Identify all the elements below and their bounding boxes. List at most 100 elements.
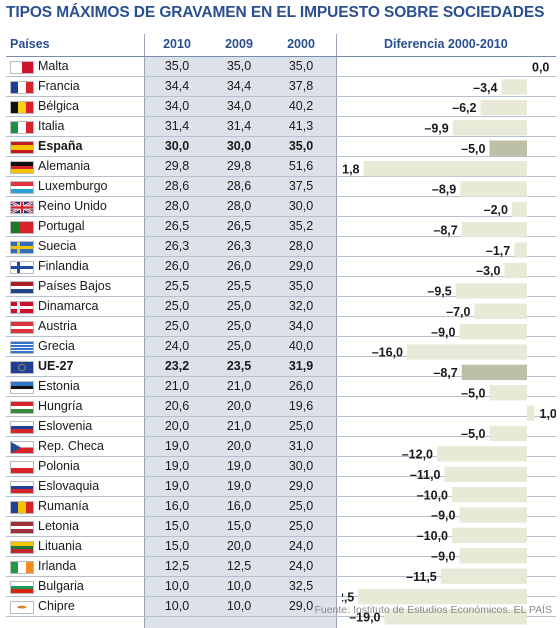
value-2009: 29,8: [226, 159, 252, 173]
table-row: UE-27 23,2 23,5 31,9: [6, 357, 556, 377]
belgium-flag: [10, 101, 34, 114]
italy-flag: [10, 121, 34, 134]
lithuania-flag: [10, 541, 34, 554]
difference-label: –11,0: [410, 468, 441, 482]
difference-label: –7,0: [446, 305, 470, 319]
difference-label: –6,2: [452, 101, 476, 115]
estonia-flag: [10, 381, 34, 394]
eu-flag: [10, 361, 34, 374]
country-name: Bulgaria: [38, 579, 84, 593]
value-2000: 25,0: [288, 519, 314, 533]
country-name: Malta: [38, 59, 69, 73]
value-2009: 10,0: [226, 579, 252, 593]
value-2000: 40,2: [288, 99, 314, 113]
value-2000: 30,0: [288, 459, 314, 473]
difference-label: 1,0: [540, 407, 557, 421]
header-2009: 2009: [225, 37, 253, 51]
value-2010: 25,0: [164, 319, 190, 333]
difference-bar: [489, 140, 527, 156]
country-name: Eslovenia: [38, 419, 93, 433]
value-2000: 25,0: [288, 419, 314, 433]
difference-bar: [459, 323, 527, 340]
austria-flag: [10, 321, 34, 334]
value-2009: 16,0: [226, 499, 252, 513]
value-2010: 28,6: [164, 179, 190, 193]
value-2010: 31,4: [164, 119, 190, 133]
value-2010: 21,0: [164, 379, 190, 393]
value-2009: 35,0: [226, 59, 252, 73]
value-2000: 19,6: [288, 399, 314, 413]
difference-bar: [501, 79, 527, 95]
germany-flag: [10, 161, 34, 174]
country-name: Letonia: [38, 519, 80, 533]
slovenia-flag: [10, 421, 34, 434]
table-row: Eslovenia 20,0 21,0 25,0: [6, 417, 556, 437]
value-2000: 35,2: [288, 219, 314, 233]
france-flag: [10, 81, 34, 94]
country-name: Chipre: [38, 599, 75, 613]
values-column-background: [144, 56, 336, 628]
uk-flag: [10, 201, 34, 214]
country-name: Bélgica: [38, 99, 79, 113]
difference-label: –9,0: [431, 325, 455, 339]
table-row: Lituania 15,0 20,0 24,0: [6, 537, 556, 557]
difference-bar: [452, 486, 527, 503]
value-2009: 12,5: [226, 559, 252, 573]
difference-bar: [384, 609, 527, 625]
table-row: España 30,0 30,0 35,0: [6, 137, 556, 157]
country-name: Eslovaquia: [38, 479, 100, 493]
table-row: Bulgaria 10,0 10,0 32,5: [6, 577, 556, 597]
difference-bar: [363, 160, 527, 177]
value-2000: 30,0: [288, 199, 314, 213]
header-2000: 2000: [287, 37, 315, 51]
value-2009: 20,0: [226, 539, 252, 553]
value-2009: 28,0: [226, 199, 252, 213]
difference-bar: [407, 344, 527, 360]
value-2010: 16,0: [164, 499, 190, 513]
difference-label: –21,8: [342, 162, 360, 176]
difference-label: –5,0: [461, 427, 485, 441]
table-row: Italia 31,4 31,4 41,3: [6, 117, 556, 137]
column-separator: [144, 34, 145, 628]
chart-title: TIPOS MÁXIMOS DE GRAVAMEN EN EL IMPUESTO…: [6, 4, 545, 21]
country-name: España: [38, 139, 83, 153]
difference-bar: [527, 405, 535, 421]
difference-label: –9,0: [431, 550, 455, 564]
table-row: Países Bajos 25,5 25,5 35,0: [6, 277, 556, 297]
value-2000: 29,0: [288, 599, 314, 613]
value-2010: 25,0: [164, 299, 190, 313]
value-2000: 25,0: [288, 499, 314, 513]
difference-label: –10,0: [417, 529, 448, 543]
value-2009: 23,5: [226, 359, 252, 373]
greece-flag: [10, 341, 34, 354]
value-2000: 24,0: [288, 539, 314, 553]
value-2009: 34,4: [226, 79, 252, 93]
difference-label: –3,0: [476, 264, 500, 278]
value-2010: 24,0: [164, 339, 190, 353]
table-header: Países 2010 2009 2000 Diferencia 2000-20…: [6, 34, 556, 57]
value-2000: 41,3: [288, 119, 314, 133]
table-row: Rumanía 16,0 16,0 25,0: [6, 497, 556, 517]
tax-table: Países 2010 2009 2000 Diferencia 2000-20…: [6, 34, 556, 628]
difference-bar: [358, 588, 527, 605]
value-2009: 25,0: [226, 339, 252, 353]
value-2009: 30,0: [226, 139, 252, 153]
difference-bar: [455, 283, 527, 299]
value-2000: 37,5: [288, 179, 314, 193]
value-2010: 10,0: [164, 599, 190, 613]
value-2009: 21,0: [226, 379, 252, 393]
difference-label: –8,9: [432, 183, 456, 197]
value-2010: 34,0: [164, 99, 190, 113]
table-row: Letonia 15,0 15,0 25,0: [6, 517, 556, 537]
difference-bar: [459, 507, 527, 523]
value-2010: 20,6: [164, 399, 190, 413]
source-footer: Fuente: Instituto de Estudios Económicos…: [314, 604, 552, 616]
table-row: Bélgica 34,0 34,0 40,2: [6, 97, 556, 117]
country-name: Lituania: [38, 539, 82, 553]
malta-flag: [10, 61, 34, 74]
difference-label: –16,0: [372, 346, 403, 360]
poland-flag: [10, 461, 34, 474]
value-2000: 29,0: [288, 479, 314, 493]
country-name: Italia: [38, 119, 65, 133]
value-2010: 26,3: [164, 239, 190, 253]
